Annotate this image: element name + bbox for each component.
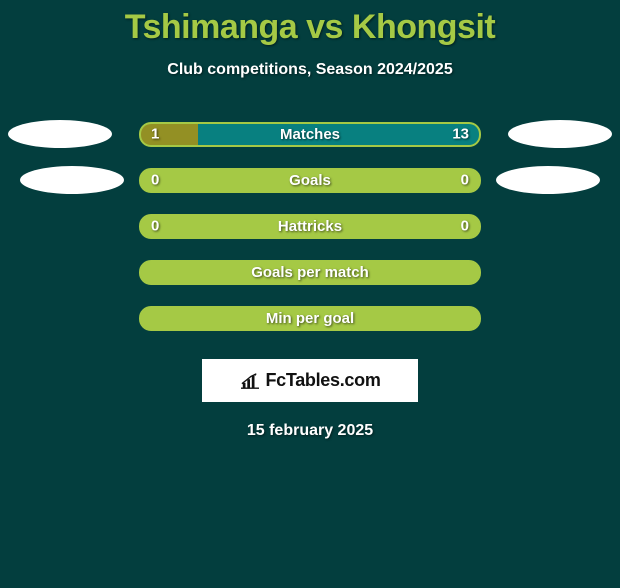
- comparison-row: Min per goal: [0, 295, 620, 341]
- logo-box: FcTables.com: [202, 359, 418, 402]
- player-right-ellipse: [508, 120, 612, 148]
- stat-label: Goals per match: [251, 264, 369, 281]
- stat-value-left: 1: [151, 126, 159, 143]
- stat-bar: 0 0 Hattricks: [139, 214, 481, 239]
- stat-label: Goals: [289, 172, 331, 189]
- logo-text: FcTables.com: [265, 370, 380, 391]
- stat-value-right: 13: [452, 126, 469, 143]
- comparison-row: 0 0 Hattricks: [0, 203, 620, 249]
- chart-icon: [239, 372, 261, 390]
- page-title: Tshimanga vs Khongsit: [0, 8, 620, 47]
- stat-value-right: 0: [461, 172, 469, 189]
- comparison-row: 1 13 Matches: [0, 111, 620, 157]
- stat-value-left: 0: [151, 218, 159, 235]
- stat-label: Hattricks: [278, 218, 342, 235]
- fill-left: [141, 124, 198, 145]
- player-left-ellipse: [20, 166, 124, 194]
- comparison-rows: 1 13 Matches 0 0 Goals 0 0 Hattricks Goals per ma…: [0, 111, 620, 341]
- comparison-row: Goals per match: [0, 249, 620, 295]
- stat-bar: Min per goal: [139, 306, 481, 331]
- player-left-ellipse: [8, 120, 112, 148]
- date-text: 15 february 2025: [0, 422, 620, 440]
- stat-bar: 1 13 Matches: [139, 122, 481, 147]
- stat-label: Min per goal: [266, 310, 354, 327]
- player-right-ellipse: [496, 166, 600, 194]
- comparison-row: 0 0 Goals: [0, 157, 620, 203]
- stat-value-left: 0: [151, 172, 159, 189]
- stat-bar: Goals per match: [139, 260, 481, 285]
- stat-value-right: 0: [461, 218, 469, 235]
- subtitle: Club competitions, Season 2024/2025: [0, 61, 620, 79]
- stat-label: Matches: [280, 126, 340, 143]
- stat-bar: 0 0 Goals: [139, 168, 481, 193]
